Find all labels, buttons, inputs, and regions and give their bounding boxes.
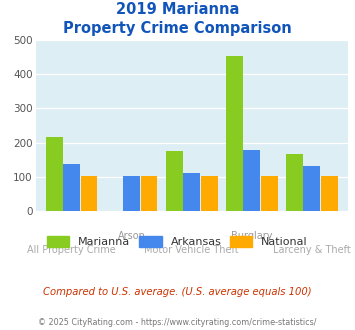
Bar: [141, 176, 158, 211]
Bar: [201, 176, 218, 211]
Text: Larceny & Theft: Larceny & Theft: [273, 245, 351, 254]
Bar: [286, 153, 303, 211]
Bar: [81, 176, 97, 211]
Bar: [46, 137, 62, 211]
Text: Compared to U.S. average. (U.S. average equals 100): Compared to U.S. average. (U.S. average …: [43, 287, 312, 297]
Bar: [226, 56, 243, 211]
Text: 2019 Marianna: 2019 Marianna: [116, 2, 239, 16]
Bar: [304, 166, 320, 211]
Bar: [123, 176, 140, 211]
Bar: [261, 176, 278, 211]
Bar: [244, 150, 260, 211]
Legend: Marianna, Arkansas, National: Marianna, Arkansas, National: [43, 232, 312, 252]
Text: Motor Vehicle Theft: Motor Vehicle Theft: [144, 245, 239, 254]
Bar: [166, 151, 183, 211]
Bar: [183, 173, 200, 211]
Text: All Property Crime: All Property Crime: [27, 245, 116, 254]
Bar: [321, 176, 338, 211]
Text: © 2025 CityRating.com - https://www.cityrating.com/crime-statistics/: © 2025 CityRating.com - https://www.city…: [38, 318, 317, 327]
Bar: [63, 164, 80, 211]
Text: Burglary: Burglary: [231, 231, 273, 241]
Text: Property Crime Comparison: Property Crime Comparison: [63, 21, 292, 36]
Text: Arson: Arson: [118, 231, 146, 241]
